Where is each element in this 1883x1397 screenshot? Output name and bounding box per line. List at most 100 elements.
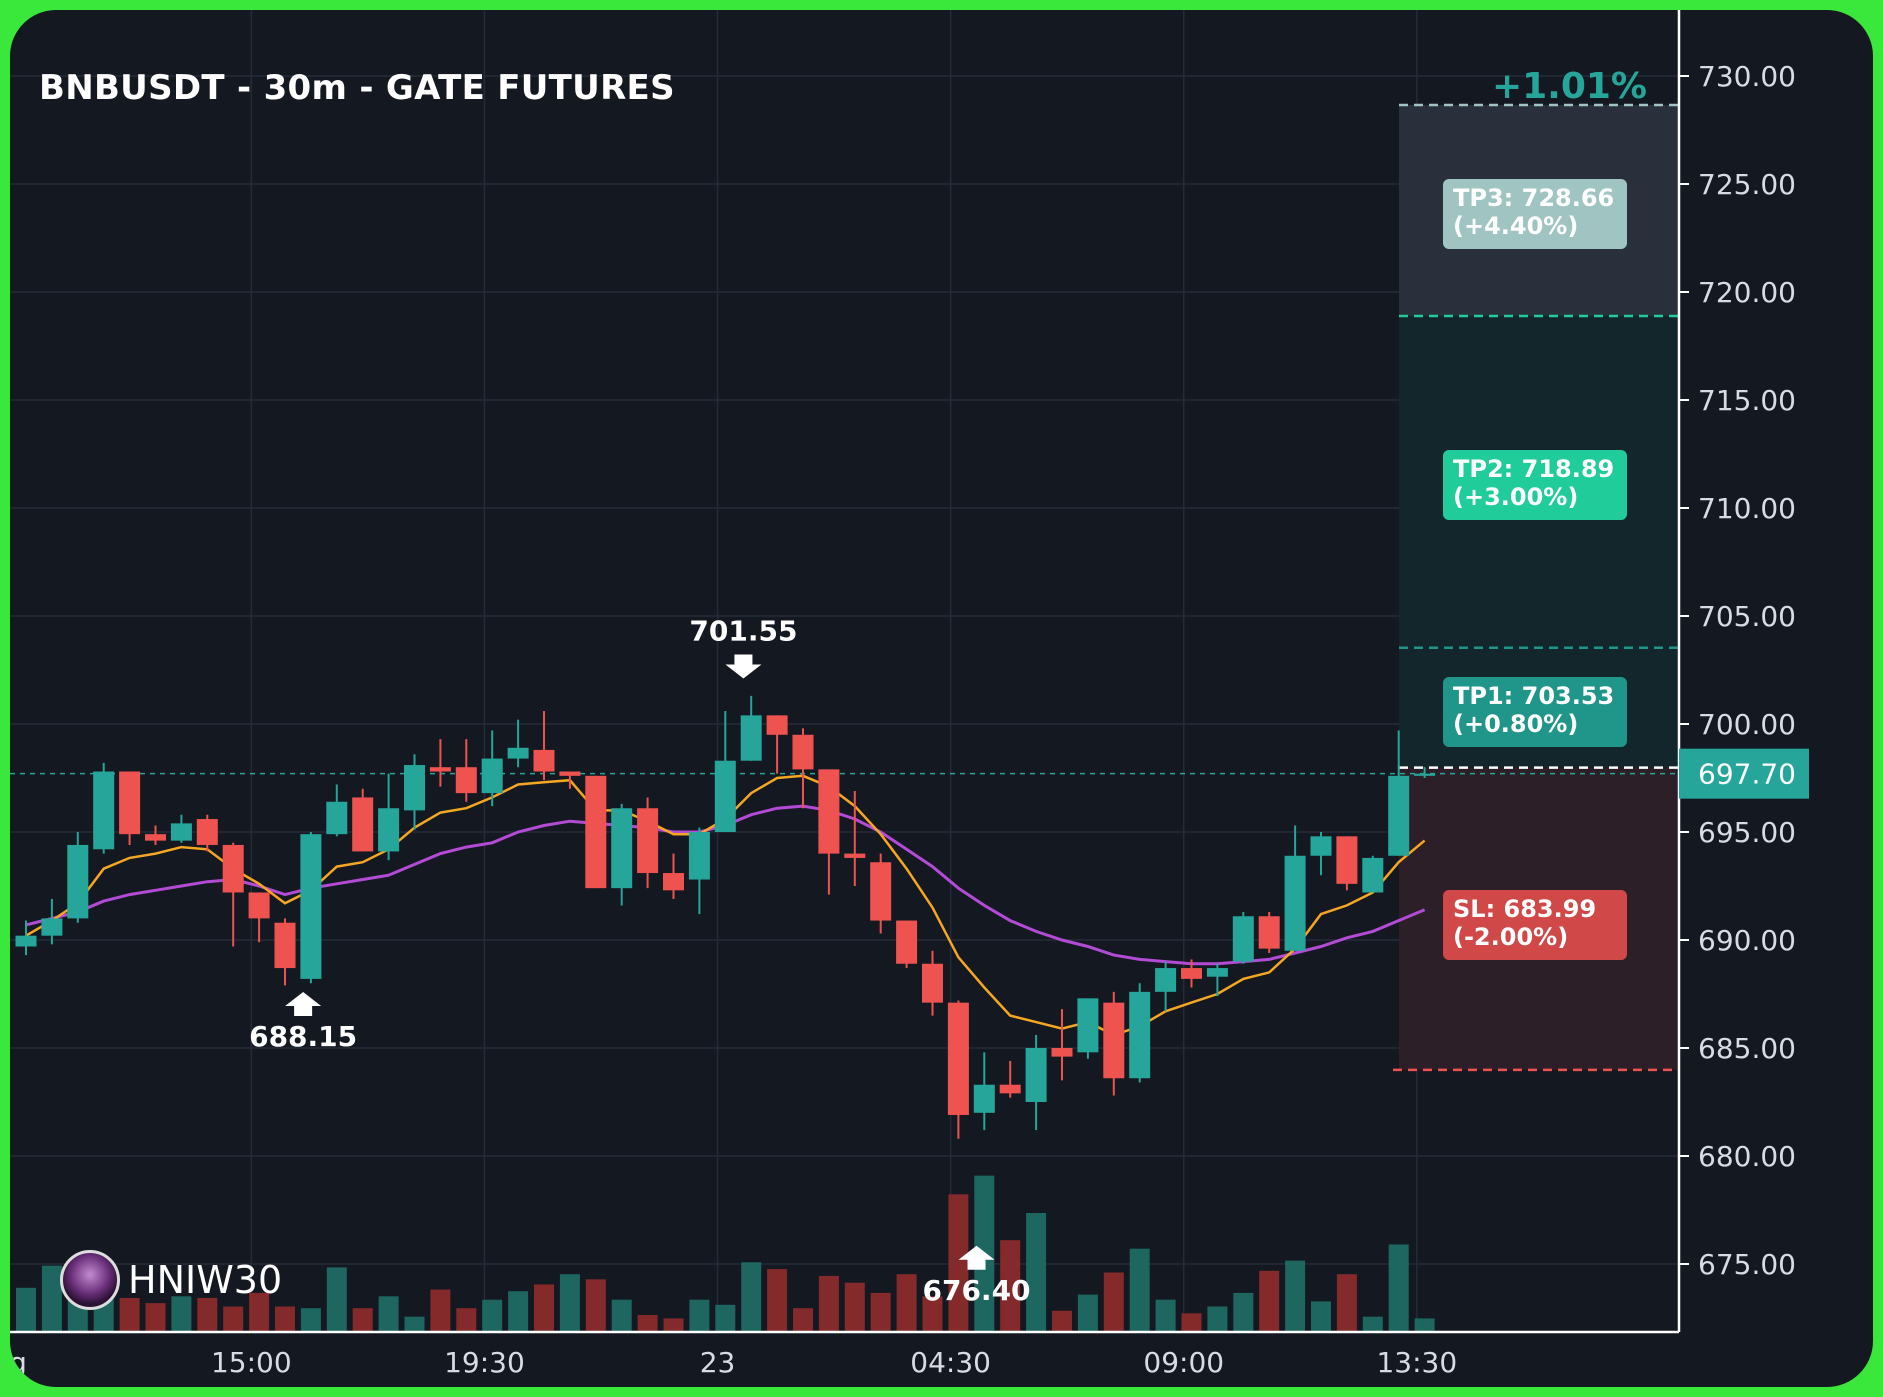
volume-bar bbox=[585, 1279, 606, 1332]
x-tick-label: 19:30 bbox=[444, 1346, 525, 1379]
candle-body bbox=[740, 715, 762, 761]
volume-bar bbox=[16, 1287, 36, 1332]
candle-body bbox=[714, 760, 736, 832]
candle-body bbox=[870, 862, 892, 921]
candle-body bbox=[170, 823, 192, 841]
x-tick-label: 13:30 bbox=[1376, 1346, 1457, 1379]
annotation-label: 676.40 bbox=[922, 1274, 1030, 1307]
candle-body bbox=[1258, 916, 1280, 949]
volume-bar bbox=[896, 1274, 917, 1332]
y-tick-label: 725.00 bbox=[1698, 168, 1796, 201]
tp2-percent: (+3.00%) bbox=[1453, 483, 1579, 511]
x-tick-label: 15:00 bbox=[211, 1346, 292, 1379]
arrow-down-icon bbox=[725, 654, 762, 679]
candle-body bbox=[637, 808, 659, 874]
volume-bar bbox=[1388, 1244, 1409, 1332]
volume-bar bbox=[1103, 1272, 1124, 1332]
candle-body bbox=[300, 834, 322, 979]
candle-body bbox=[1206, 968, 1228, 977]
candle-body bbox=[792, 734, 814, 770]
chart-frame: 688.15 701.55 676.40 675.00 680.00 685.00 690.… bbox=[10, 10, 1873, 1387]
user-avatar-icon bbox=[60, 1250, 120, 1310]
x-tick-label: 04:30 bbox=[910, 1346, 991, 1379]
volume-bar bbox=[844, 1282, 865, 1332]
candle-body bbox=[896, 920, 918, 964]
tp2-label: TP2: 718.89 (+3.00%) bbox=[1443, 450, 1627, 520]
volume-bar bbox=[1000, 1240, 1021, 1332]
volume-bar bbox=[534, 1284, 554, 1332]
volume-bar bbox=[1077, 1294, 1098, 1332]
tp2-price: TP2: 718.89 bbox=[1453, 455, 1615, 483]
x-tick-label: 09:00 bbox=[1143, 1346, 1224, 1379]
volume-bar bbox=[1311, 1301, 1331, 1332]
candle-body bbox=[1284, 855, 1306, 951]
candle-body bbox=[1129, 991, 1151, 1079]
candle-body bbox=[688, 832, 710, 880]
sl-label: SL: 683.99 (-2.00%) bbox=[1443, 890, 1627, 960]
volume-bar bbox=[741, 1262, 762, 1332]
volume-bar bbox=[1026, 1213, 1047, 1332]
volume-bar bbox=[300, 1308, 321, 1332]
volume-bar bbox=[1362, 1316, 1383, 1332]
volume-bar bbox=[818, 1275, 839, 1332]
candle-body bbox=[611, 808, 633, 889]
volume-bar bbox=[663, 1318, 684, 1332]
tp3-percent: (+4.40%) bbox=[1453, 212, 1579, 240]
candle-body bbox=[766, 715, 788, 735]
y-tick-label: 720.00 bbox=[1698, 276, 1796, 309]
volume-bar bbox=[326, 1267, 347, 1332]
tp1-percent: (+0.80%) bbox=[1453, 710, 1579, 738]
current-price-tag bbox=[1679, 748, 1809, 799]
tp3-price: TP3: 728.66 bbox=[1453, 184, 1615, 212]
change-percent: +1.01% bbox=[1491, 66, 1647, 107]
candle-body bbox=[274, 922, 296, 969]
volume-bar bbox=[508, 1291, 529, 1332]
volume-bar bbox=[715, 1304, 736, 1332]
volume-bar bbox=[637, 1315, 658, 1332]
tp1-price: TP1: 703.53 bbox=[1453, 682, 1615, 710]
volume-bar bbox=[430, 1289, 451, 1332]
volume-bar bbox=[378, 1296, 399, 1332]
candle-body bbox=[1336, 836, 1358, 884]
annotation-label: 688.15 bbox=[249, 1020, 357, 1053]
volume-bar bbox=[223, 1306, 244, 1332]
candle-body bbox=[844, 853, 866, 858]
volume-bar bbox=[1414, 1318, 1435, 1332]
candle-body bbox=[533, 749, 555, 772]
candle-body bbox=[1051, 1048, 1073, 1057]
candle-body bbox=[1025, 1048, 1047, 1102]
sl-price: SL: 683.99 bbox=[1453, 895, 1597, 923]
candle-body bbox=[67, 844, 89, 919]
annotation-label: 701.55 bbox=[689, 615, 797, 648]
volume-bar bbox=[1336, 1274, 1357, 1332]
y-tick-label: 700.00 bbox=[1698, 708, 1796, 741]
candle-body bbox=[973, 1084, 995, 1113]
candle-body bbox=[585, 775, 607, 889]
volume-bar bbox=[197, 1298, 218, 1332]
arrow-up-icon bbox=[958, 1245, 995, 1270]
volume-bar bbox=[145, 1303, 166, 1332]
volume-bar bbox=[1155, 1299, 1176, 1332]
y-tick-label: 675.00 bbox=[1698, 1248, 1796, 1281]
candle-body bbox=[999, 1084, 1021, 1094]
extreme-annotation: 676.40 bbox=[922, 1245, 1031, 1307]
tp1-label: TP1: 703.53 (+0.80%) bbox=[1443, 677, 1627, 747]
candle-body bbox=[1414, 773, 1436, 776]
candle-body bbox=[41, 918, 63, 936]
volume-bar bbox=[767, 1269, 788, 1332]
x-tick-label: 23 bbox=[700, 1346, 736, 1379]
extreme-annotation: 701.55 bbox=[689, 615, 797, 679]
volume-bar bbox=[1285, 1260, 1306, 1332]
volume-bar bbox=[559, 1274, 580, 1332]
candle-body bbox=[1181, 968, 1202, 979]
volume-bar bbox=[948, 1194, 969, 1332]
y-tick-label: 705.00 bbox=[1698, 600, 1796, 633]
candle-body bbox=[15, 935, 37, 947]
y-tick-label: 715.00 bbox=[1698, 384, 1796, 417]
x-tick-label: g bbox=[10, 1346, 27, 1379]
volume-bar bbox=[404, 1316, 425, 1332]
volume-bar bbox=[1233, 1292, 1254, 1332]
sl-percent: (-2.00%) bbox=[1453, 923, 1569, 951]
volume-bar bbox=[1259, 1270, 1280, 1332]
candle-body bbox=[1103, 1002, 1125, 1079]
